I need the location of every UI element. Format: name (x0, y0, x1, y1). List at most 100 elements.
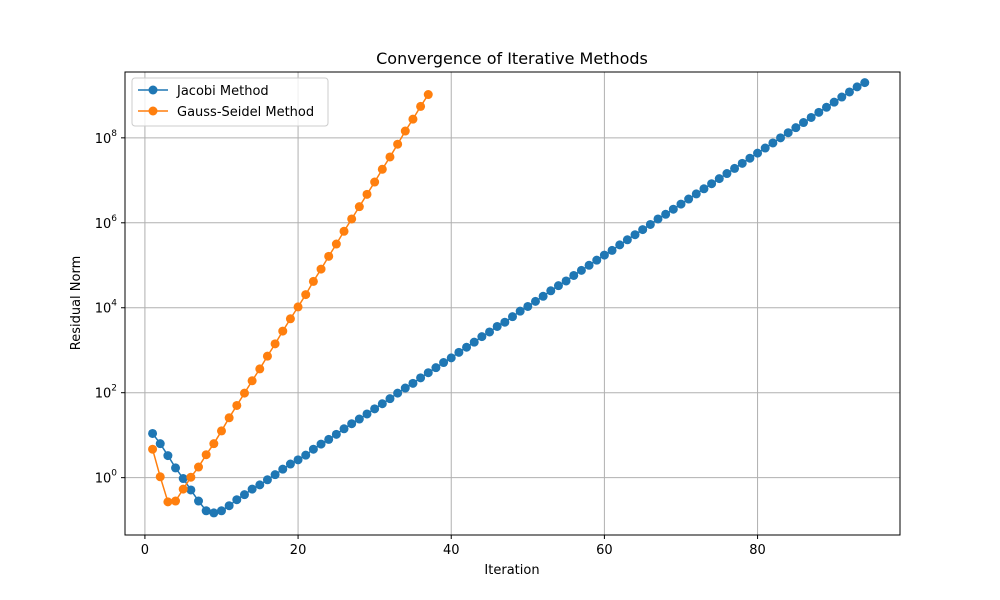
data-point-gauss-seidel-method (370, 177, 380, 187)
y-tick-base: 10 (95, 132, 112, 147)
data-point-jacobi-method (622, 235, 632, 245)
data-point-jacobi-method (446, 353, 456, 363)
data-point-jacobi-method (561, 276, 571, 286)
data-point-jacobi-method (477, 332, 487, 342)
data-point-jacobi-method (293, 455, 303, 465)
y-tick-exponent: 6 (111, 214, 117, 224)
data-point-jacobi-method (760, 143, 770, 153)
data-point-jacobi-method (285, 459, 295, 469)
data-point-gauss-seidel-method (155, 472, 165, 482)
data-point-gauss-seidel-method (400, 126, 410, 136)
data-point-gauss-seidel-method (324, 251, 334, 261)
y-tick-label: 102 (95, 384, 117, 402)
data-point-jacobi-method (178, 474, 188, 484)
data-point-jacobi-method (224, 501, 234, 511)
data-point-jacobi-method (615, 240, 625, 250)
data-point-jacobi-method (232, 495, 242, 505)
data-point-gauss-seidel-method (239, 388, 249, 398)
data-point-jacobi-method (722, 169, 732, 179)
legend-label-jacobi: Jacobi Method (176, 84, 269, 99)
data-point-jacobi-method (737, 158, 747, 168)
data-point-gauss-seidel-method (416, 101, 426, 111)
data-point-jacobi-method (599, 250, 609, 260)
data-point-jacobi-method (255, 480, 265, 490)
data-point-jacobi-method (186, 485, 196, 495)
data-point-jacobi-method (331, 429, 341, 439)
data-point-jacobi-method (546, 286, 556, 296)
y-tick-exponent: 0 (111, 469, 117, 479)
data-point-jacobi-method (439, 358, 449, 368)
y-tick-exponent: 8 (111, 129, 117, 139)
y-tick-exponent: 2 (111, 384, 117, 394)
data-point-gauss-seidel-method (178, 484, 188, 494)
data-point-jacobi-method (837, 92, 847, 102)
data-point-gauss-seidel-method (171, 496, 181, 506)
data-point-jacobi-method (630, 230, 640, 240)
y-tick-base: 10 (95, 387, 112, 402)
y-tick-base: 10 (95, 472, 112, 487)
y-tick-exponent: 4 (111, 299, 117, 309)
data-point-jacobi-method (829, 97, 839, 107)
data-point-jacobi-method (194, 496, 204, 506)
data-point-jacobi-method (638, 225, 648, 235)
data-point-jacobi-method (745, 153, 755, 163)
data-point-gauss-seidel-method (339, 226, 349, 236)
data-point-jacobi-method (155, 439, 165, 449)
legend-box (131, 77, 329, 127)
data-point-jacobi-method (852, 82, 862, 92)
data-point-jacobi-method (423, 368, 433, 378)
data-point-gauss-seidel-method (377, 164, 387, 174)
y-tick-label: 100 (95, 469, 118, 487)
legend: Jacobi Method Gauss-Seidel Method (131, 77, 329, 127)
data-point-jacobi-method (339, 424, 349, 434)
data-point-jacobi-method (645, 219, 655, 229)
data-point-jacobi-method (239, 490, 249, 500)
y-axis-label: Residual Norm (69, 256, 84, 351)
data-point-jacobi-method (661, 209, 671, 219)
data-point-jacobi-method (523, 301, 533, 311)
data-point-jacobi-method (362, 409, 372, 419)
data-point-jacobi-method (821, 102, 831, 112)
data-point-jacobi-method (844, 87, 854, 97)
data-point-jacobi-method (714, 174, 724, 184)
data-point-jacobi-method (500, 317, 510, 327)
data-point-gauss-seidel-method (262, 351, 272, 361)
plot-frame (124, 71, 901, 536)
data-point-jacobi-method (347, 419, 357, 429)
data-point-jacobi-method (385, 394, 395, 404)
series-jacobi-method (148, 78, 870, 518)
data-point-jacobi-method (247, 484, 257, 494)
data-point-jacobi-method (301, 450, 311, 460)
data-point-jacobi-method (676, 199, 686, 209)
series-line-jacobi-method (151, 81, 866, 514)
data-point-gauss-seidel-method (216, 426, 226, 436)
data-point-jacobi-method (416, 373, 426, 383)
chart-title: Convergence of Iterative Methods (376, 49, 648, 68)
legend-marker-gauss-seidel (148, 106, 158, 116)
data-point-jacobi-method (324, 434, 334, 444)
data-point-jacobi-method (270, 470, 280, 480)
data-point-gauss-seidel-method (209, 439, 219, 449)
series-layer (148, 78, 870, 518)
data-point-jacobi-method (584, 260, 594, 270)
data-point-gauss-seidel-method (331, 239, 341, 249)
data-point-gauss-seidel-method (423, 90, 433, 100)
data-point-jacobi-method (691, 189, 701, 199)
data-point-gauss-seidel-method (347, 214, 357, 224)
data-point-gauss-seidel-method (308, 276, 318, 286)
legend-label-gauss-seidel: Gauss-Seidel Method (177, 105, 314, 120)
data-point-jacobi-method (707, 179, 717, 189)
data-point-jacobi-method (530, 296, 540, 306)
data-point-jacobi-method (492, 321, 502, 331)
y-tick-label: 108 (95, 129, 118, 147)
data-point-jacobi-method (209, 508, 219, 518)
data-point-gauss-seidel-method (232, 400, 242, 410)
data-point-jacobi-method (377, 399, 387, 409)
data-point-jacobi-method (569, 270, 579, 280)
data-point-jacobi-method (469, 337, 479, 347)
data-point-jacobi-method (485, 327, 495, 337)
data-point-jacobi-method (699, 184, 709, 194)
data-point-jacobi-method (308, 444, 318, 454)
